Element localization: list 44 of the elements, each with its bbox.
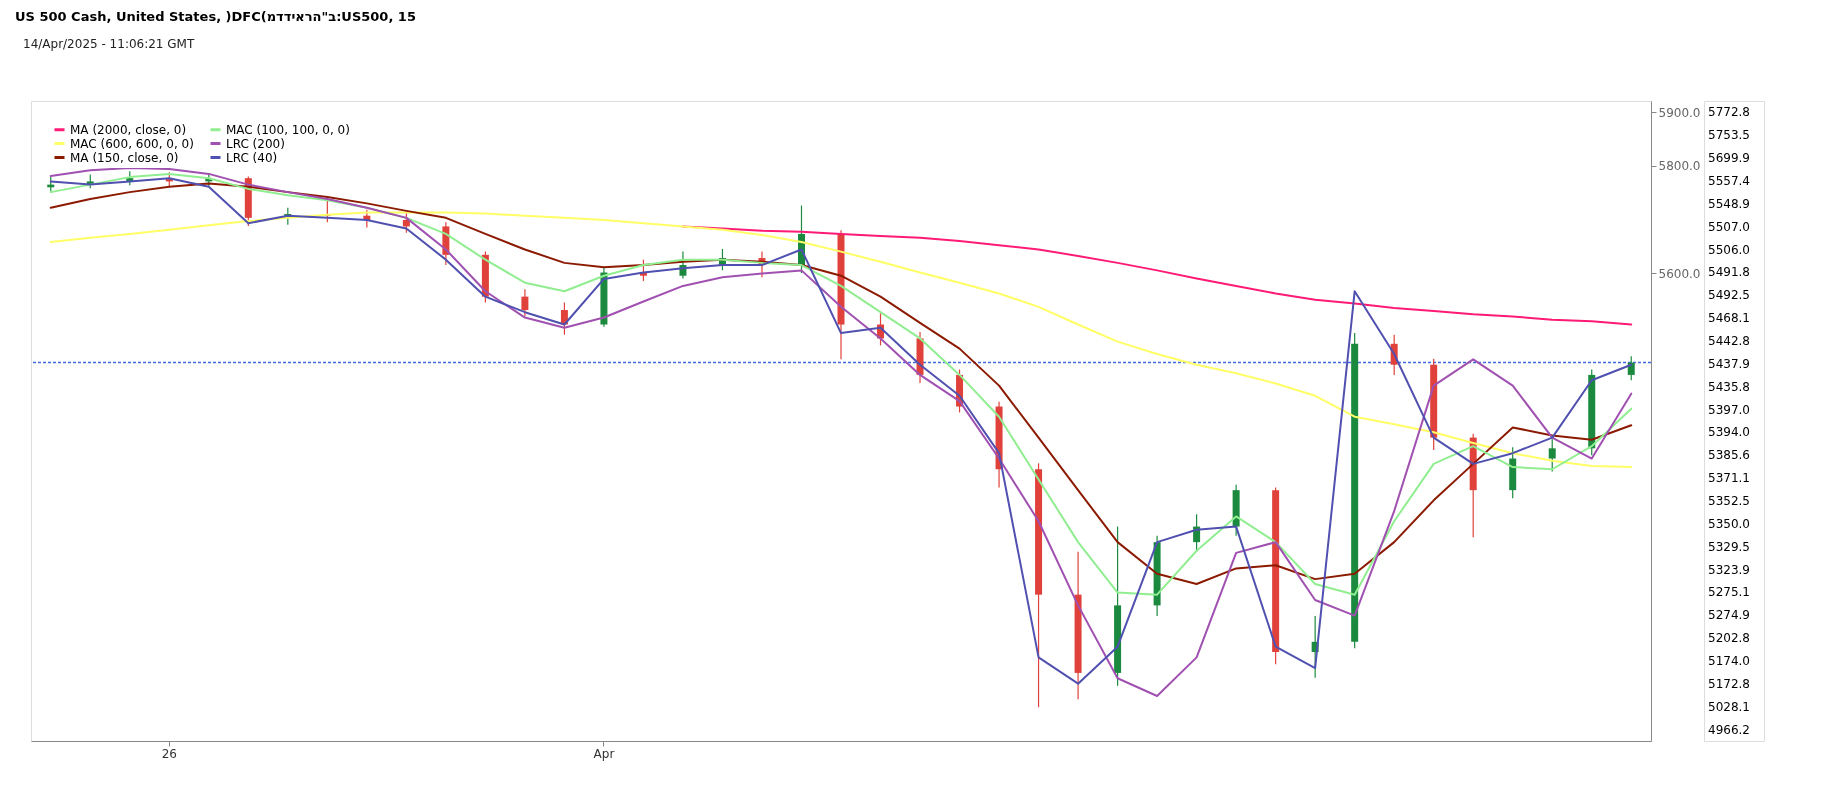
text: 5172.8 (1708, 676, 1750, 691)
chart-title: US 500 Cash, United States, )DFC(ב"הראידדמ:US500, 15 (15, 9, 416, 24)
legend-label: MA (2000, close, 0) (70, 122, 187, 137)
legend-label: MAC (100, 100, 0, 0) (226, 122, 350, 137)
y-tick-label: 5800.0 (1658, 159, 1701, 174)
text: 5371.1 (1708, 471, 1750, 486)
text: 5437.9 (1708, 356, 1750, 371)
text: 5492.5 (1708, 288, 1750, 303)
legend-label: MAC (600, 600, 0, 0) (70, 136, 194, 151)
text: 5397.0 (1708, 402, 1750, 417)
legend-label: LRC (40) (226, 150, 278, 165)
text: 5506.0 (1708, 242, 1750, 257)
text: 5352.5 (1708, 494, 1750, 508)
text: 5329.5 (1708, 539, 1750, 554)
text: 5772.8 (1708, 105, 1750, 120)
candlestick (1548, 438, 1556, 472)
legend-label: LRC (200) (226, 136, 285, 151)
text: 5275.1 (1708, 585, 1750, 600)
text: 5323.9 (1708, 562, 1750, 577)
text: 5468.1 (1708, 311, 1750, 326)
text: 5385.6 (1708, 448, 1750, 463)
text: 4966.2 (1708, 722, 1750, 737)
text: 5491.8 (1708, 265, 1750, 280)
text: 5442.8 (1708, 334, 1750, 348)
text: 5548.9 (1708, 196, 1750, 211)
text: 5507.0 (1708, 219, 1750, 234)
text: 5699.9 (1708, 151, 1750, 166)
x-tick-label: 26 (161, 746, 177, 761)
text: 5350.0 (1708, 516, 1750, 531)
text: 5435.8 (1708, 379, 1750, 394)
text: 14/Apr/2025 - 11:06:21 GMT (23, 37, 195, 51)
text: 5174.0 (1708, 654, 1750, 668)
x-tick-label: Apr (593, 746, 615, 761)
text: 5557.4 (1708, 174, 1750, 188)
line-series (49, 211, 1633, 469)
text: 5202.8 (1708, 631, 1750, 646)
y-tick-label: 5900.0 (1658, 105, 1701, 120)
text: 5394.0 (1708, 425, 1750, 440)
y-tick-label: 5600.0 (1658, 266, 1701, 281)
text: 5028.1 (1708, 699, 1750, 714)
candlestick (521, 288, 529, 317)
text: 5753.5 (1708, 128, 1750, 143)
legend-label: MA (150, close, 0) (70, 150, 179, 165)
text: 5274.9 (1708, 608, 1750, 623)
